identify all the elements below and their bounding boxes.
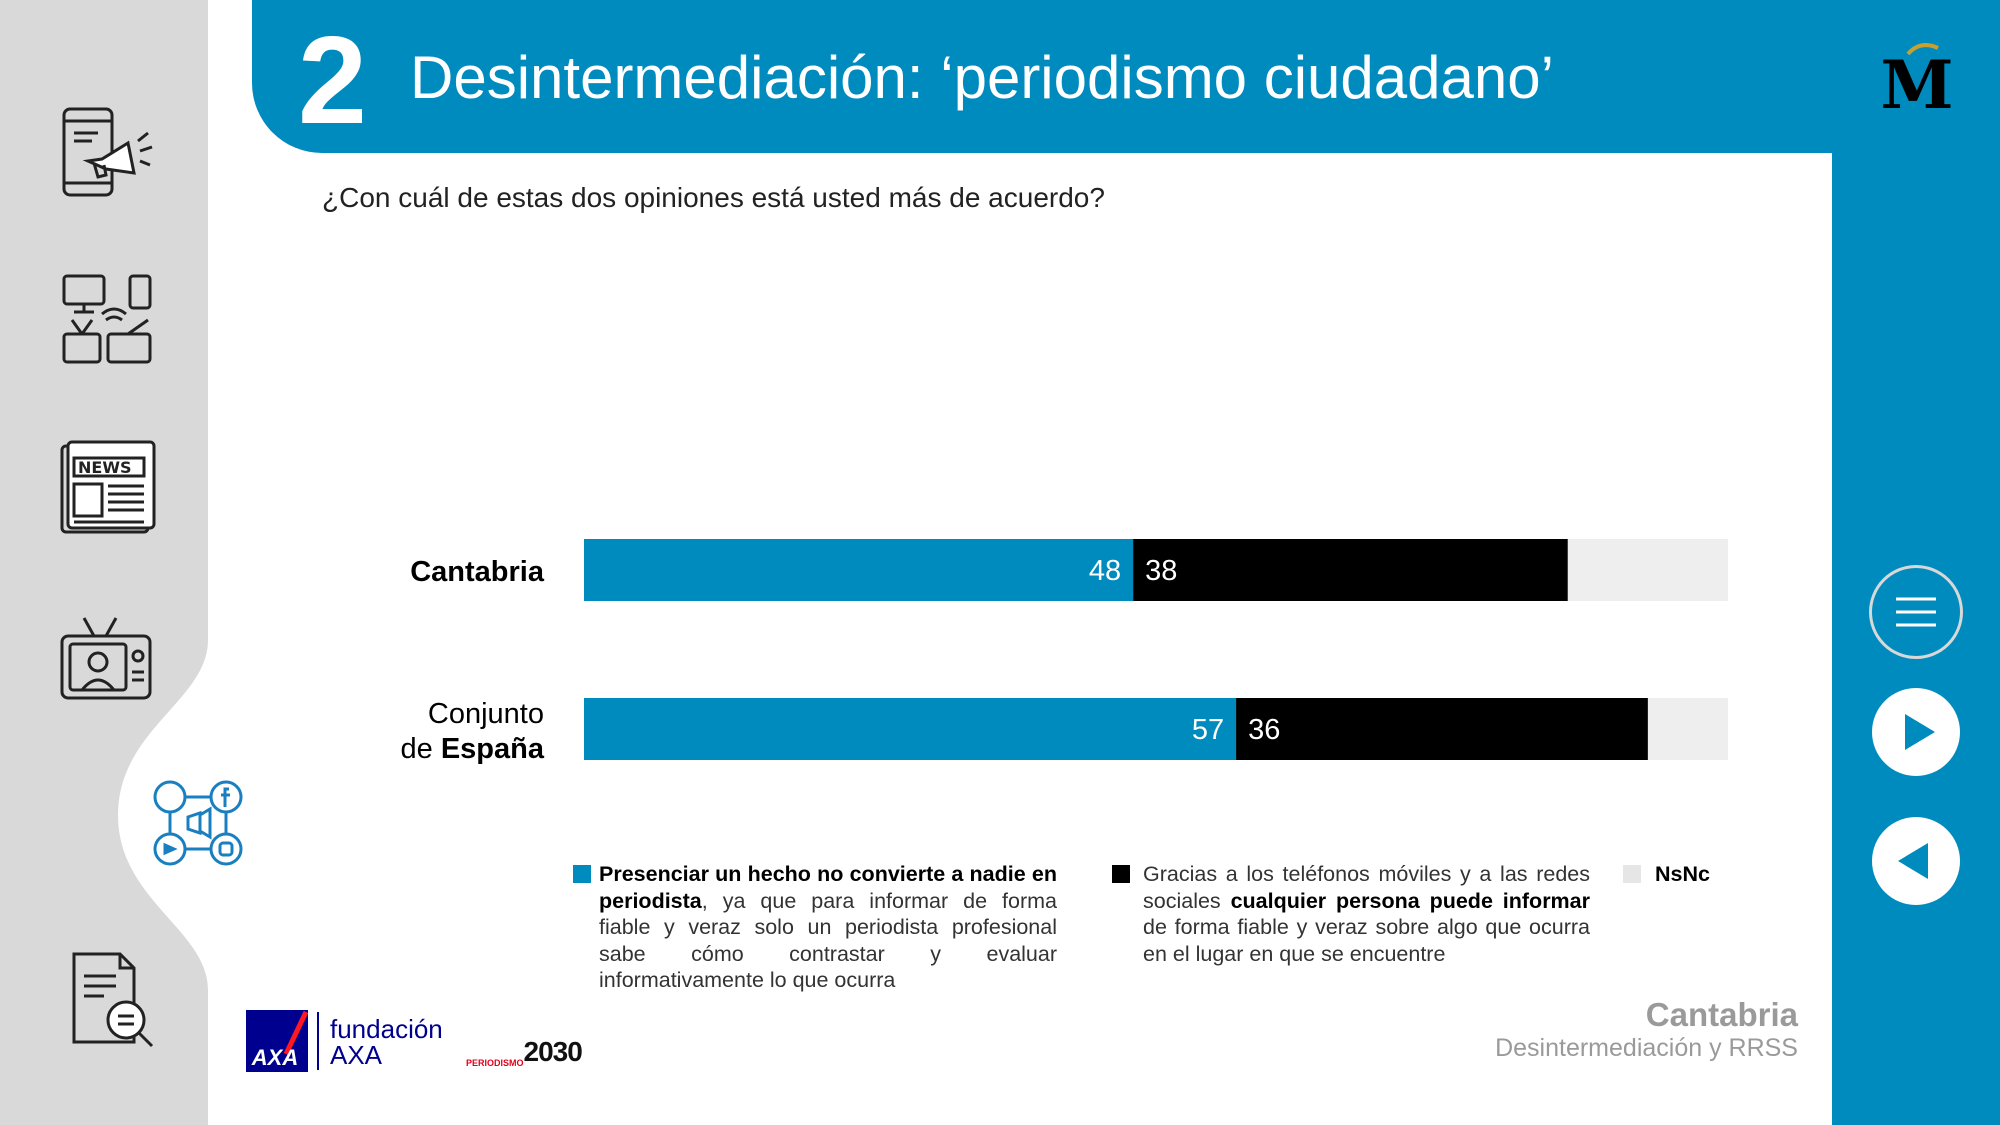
footer-section-subtitle: Desintermediación y RRSS: [1495, 1034, 1798, 1062]
legend-swatch-presenciar: [573, 865, 591, 883]
bar-conjunto-de-espana-series-1: [1236, 698, 1648, 760]
fundacion-axa-brand: fundación AXA: [330, 1016, 443, 1068]
legend-item-presenciar: Presenciar un hecho no convierte a nadie…: [599, 861, 1057, 994]
data-label-conjunto-de-espana-series-1: 36: [1248, 714, 1280, 746]
previous-button[interactable]: [1872, 817, 1960, 905]
row-label-bold: Cantabria: [410, 556, 544, 588]
axa-logo-text: AXA: [251, 1045, 298, 1070]
row-label-bold: España: [440, 733, 544, 765]
bar-cantabria-series-0: [584, 539, 1134, 601]
page-title: Desintermediación: ‘periodismo ciudadano…: [410, 44, 1554, 111]
axa-logo: AXA: [246, 1010, 308, 1072]
section-number: 2: [298, 12, 367, 150]
newspaper-icon[interactable]: NEWS: [58, 440, 158, 540]
legend-item-nsnc: NsNc: [1655, 861, 1745, 888]
tv-presenter-icon[interactable]: [58, 610, 158, 710]
row-label-espana: Conjunto de España: [300, 697, 545, 767]
legend-bold: Presenciar un hecho no convierte a nadie…: [599, 862, 1057, 913]
legend-swatch-nsnc: [1623, 865, 1641, 883]
row-label-regular: de: [400, 733, 441, 765]
data-label-conjunto-de-espana-series-0: 57: [1192, 714, 1224, 746]
footer-region-title: Cantabria: [1645, 996, 1798, 1033]
bar-cantabria-series-2: [1567, 539, 1728, 601]
legend-rest: de forma fiable y veraz sobre algo que o…: [1143, 915, 1590, 966]
legend-swatch-cualquier: [1112, 865, 1130, 883]
document-search-icon[interactable]: [68, 950, 168, 1050]
legend-pre: Gracias a los teléfonos móviles y a las …: [1143, 862, 1590, 913]
brand-fundacion: fundación: [330, 1014, 443, 1044]
data-label-cantabria-series-1: 38: [1145, 555, 1177, 587]
menu-icon: [1896, 597, 1936, 627]
row-label-line1: Conjunto: [427, 698, 544, 730]
survey-question: ¿Con cuál de estas dos opiniones está us…: [322, 182, 1105, 213]
periodismo-2030-brand: PERIODISMO2030: [466, 1036, 583, 1068]
social-media-icon[interactable]: [150, 777, 250, 877]
legend-bold: cualquier persona puede informar: [1230, 888, 1590, 913]
legend-item-cualquier: Gracias a los teléfonos móviles y a las …: [1143, 861, 1590, 967]
brand-2030: 2030: [523, 1036, 583, 1067]
svg-text:NEWS: NEWS: [78, 458, 132, 477]
right-nav-panel: [1832, 0, 2000, 1125]
previous-icon: [1898, 843, 1928, 879]
left-nav-panel: [0, 0, 208, 1125]
row-label-cantabria: Cantabria: [300, 555, 544, 590]
left-panel-wave: [118, 640, 260, 990]
legend-bold: NsNc: [1655, 862, 1710, 886]
legend-rest: , ya que para informar de forma fiable y…: [599, 888, 1057, 993]
header-banner: [252, 0, 1832, 153]
bar-conjunto-de-espana-series-2: [1647, 698, 1728, 760]
next-icon: [1905, 714, 1935, 750]
brand-axa: AXA: [330, 1040, 383, 1070]
devices-icon[interactable]: [58, 270, 158, 370]
media-logo: M: [1880, 43, 1954, 116]
data-label-cantabria-series-0: 48: [1089, 555, 1121, 587]
menu-button[interactable]: [1869, 565, 1963, 659]
phone-megaphone-icon[interactable]: [58, 103, 158, 203]
logo-m-letter: M: [1880, 46, 1953, 116]
next-button[interactable]: [1872, 688, 1960, 776]
brand-periodismo: PERIODISMO: [466, 1058, 524, 1068]
brand-divider: [317, 1012, 319, 1070]
bar-cantabria-series-1: [1133, 539, 1568, 601]
bar-conjunto-de-espana-series-0: [584, 698, 1237, 760]
